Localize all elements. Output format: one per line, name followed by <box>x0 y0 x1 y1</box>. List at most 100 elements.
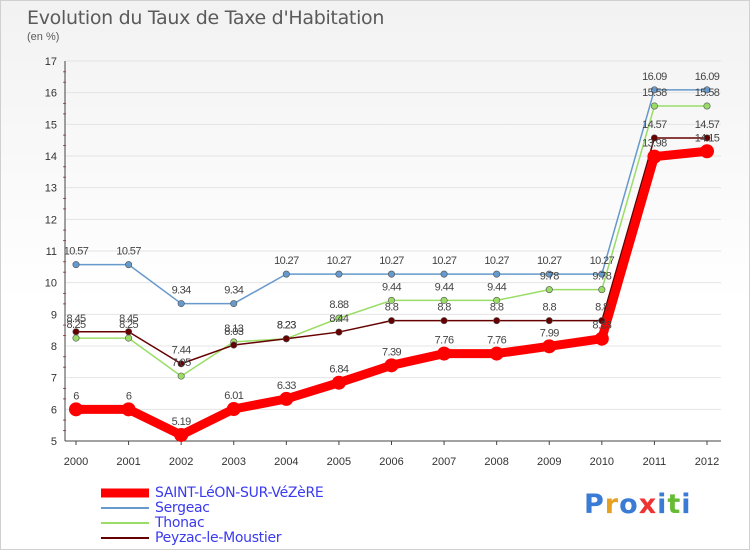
series-point-2 <box>177 372 185 380</box>
series-point-1 <box>335 270 343 278</box>
data-label-3: 14.57 <box>695 119 720 131</box>
x-tick-label: 2010 <box>590 456 614 468</box>
series-point-1 <box>650 86 658 94</box>
series-point-1 <box>125 261 133 269</box>
series-point-0 <box>647 149 662 164</box>
logo-letter: i <box>681 489 692 520</box>
data-label-3: 8.45 <box>119 313 138 325</box>
legend-swatch-sergeac <box>101 506 149 509</box>
data-label-0: 6 <box>126 390 132 402</box>
data-label-1: 10.27 <box>327 255 352 267</box>
data-label-2: 15.58 <box>695 87 720 99</box>
logo-letter: P <box>584 489 605 520</box>
series-point-3 <box>230 341 238 349</box>
series-point-3 <box>703 134 711 142</box>
proxiti-logo: Proxiti <box>584 489 692 520</box>
x-tick-label: 2006 <box>379 456 403 468</box>
data-label-0: 6.33 <box>277 380 296 392</box>
data-label-3: 8.03 <box>224 326 243 338</box>
x-tick-label: 2002 <box>169 456 193 468</box>
legend-item-thonac: Thonac <box>101 515 323 531</box>
chart-title: Evolution du Taux de Taxe d'Habitation <box>27 7 385 29</box>
y-tick-label: 17 <box>45 56 57 68</box>
data-label-1: 9.34 <box>172 285 191 297</box>
series-point-1 <box>387 270 395 278</box>
legend-label-sergeac: Sergeac <box>155 499 210 516</box>
legend-swatch-saint-leon <box>101 488 149 497</box>
data-label-3: 8.8 <box>437 302 451 314</box>
series-point-1 <box>177 300 185 308</box>
legend-item-saint-leon: SAINT-LéON-SUR-VéZèRE <box>101 484 324 501</box>
data-label-3: 8.45 <box>66 313 85 325</box>
series-point-0 <box>437 346 452 361</box>
data-label-2: 9.44 <box>382 281 401 293</box>
data-label-1: 10.27 <box>274 255 299 267</box>
data-label-0: 5.19 <box>172 416 191 428</box>
series-point-0 <box>384 358 399 373</box>
x-tick-label: 2005 <box>327 456 351 468</box>
series-point-0 <box>331 375 346 390</box>
series-point-2 <box>650 102 658 110</box>
logo-letter: r <box>604 489 620 520</box>
data-label-1: 10.57 <box>64 246 89 258</box>
series-point-3 <box>177 360 185 368</box>
data-label-0: 7.76 <box>487 335 506 347</box>
data-label-3: 8.8 <box>490 302 504 314</box>
series-point-3 <box>598 317 606 325</box>
data-label-2: 8.23 <box>277 320 296 332</box>
data-label-0: 13.98 <box>642 138 667 150</box>
x-tick-label: 2007 <box>432 456 456 468</box>
x-tick-label: 2001 <box>116 456 140 468</box>
y-tick-label: 16 <box>45 88 57 100</box>
series-point-1 <box>598 270 606 278</box>
series-point-1 <box>493 270 501 278</box>
data-label-0: 6.01 <box>224 390 243 402</box>
legend-label-peyzac: Peyzac-le-Moustier <box>155 529 282 546</box>
legend-label-saint-leon: SAINT-LéON-SUR-VéZèRE <box>155 484 324 501</box>
legend-swatch-peyzac <box>101 536 149 539</box>
y-tick-label: 15 <box>45 119 57 131</box>
y-tick-label: 11 <box>46 246 57 258</box>
y-tick-label: 13 <box>45 183 57 195</box>
y-tick-label: 9 <box>51 309 57 321</box>
series-point-0 <box>226 402 241 417</box>
series-point-0 <box>700 144 714 159</box>
y-tick-label: 7 <box>51 373 57 385</box>
data-label-2: 15.58 <box>642 87 667 99</box>
series-points <box>69 86 714 442</box>
y-tick-label: 6 <box>51 404 57 416</box>
series-point-0 <box>121 402 136 417</box>
data-label-0: 14.15 <box>695 132 720 144</box>
series-point-3 <box>440 317 448 325</box>
legend-item-peyzac: Peyzac-le-Moustier <box>101 529 323 546</box>
data-label-1: 10.27 <box>379 255 404 267</box>
data-label-2: 9.78 <box>540 271 559 283</box>
x-tick-label: 2000 <box>64 456 88 468</box>
series-point-2 <box>72 334 80 342</box>
series-point-2 <box>387 296 395 304</box>
series-point-3 <box>545 317 553 325</box>
series-point-0 <box>69 402 83 417</box>
data-label-3: 14.57 <box>642 119 667 131</box>
data-label-0: 6.84 <box>329 364 348 376</box>
y-tick-label: 10 <box>45 278 57 290</box>
data-label-1: 16.09 <box>642 71 667 83</box>
series-point-1 <box>230 300 238 308</box>
chart-legend: SAINT-LéON-SUR-VéZèRE Sergeac Thonac Pey… <box>101 484 324 546</box>
series-point-3 <box>335 328 343 336</box>
series-point-2 <box>545 286 553 294</box>
logo-letter: t <box>667 489 682 520</box>
legend-swatch-thonac <box>101 521 149 524</box>
logo-letter: i <box>657 489 668 520</box>
series-point-2 <box>598 286 606 294</box>
series-line-2 <box>75 105 708 377</box>
data-label-2: 8.25 <box>119 319 138 331</box>
series-point-0 <box>542 339 557 354</box>
logo-letter: o <box>619 489 639 520</box>
series-point-3 <box>72 328 80 336</box>
data-label-3: 8.8 <box>543 302 557 314</box>
data-label-2: 7.05 <box>172 357 191 369</box>
data-label-1: 10.27 <box>590 255 615 267</box>
series-point-3 <box>650 134 658 142</box>
